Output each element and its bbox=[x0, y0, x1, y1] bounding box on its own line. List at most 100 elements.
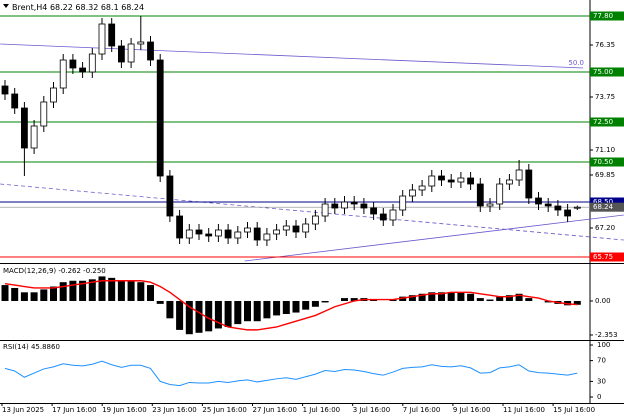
macd-bar bbox=[438, 292, 445, 301]
candle-body bbox=[282, 225, 290, 231]
macd-bar bbox=[224, 300, 232, 327]
candle-body bbox=[40, 101, 48, 127]
candle-body bbox=[69, 59, 77, 69]
candle-body bbox=[535, 197, 542, 205]
candle-body bbox=[195, 229, 203, 235]
menu-arrow[interactable] bbox=[3, 4, 9, 8]
macd-bar bbox=[273, 300, 281, 316]
macd-signal bbox=[4, 280, 578, 331]
macd-bar bbox=[457, 292, 465, 301]
open: 68.22 bbox=[50, 3, 73, 12]
macd-bar bbox=[127, 280, 135, 301]
candle-body bbox=[321, 203, 329, 217]
macd-bar bbox=[418, 293, 426, 301]
candle-body bbox=[166, 175, 174, 217]
macd-bar bbox=[544, 300, 552, 303]
macd-bar bbox=[98, 276, 106, 301]
macd-bar bbox=[302, 300, 310, 310]
candle-body bbox=[350, 201, 358, 205]
candle-body bbox=[263, 233, 271, 241]
macd-bar bbox=[59, 282, 67, 301]
level-label: 70.50 bbox=[593, 158, 613, 166]
macd-bar bbox=[214, 300, 222, 329]
macd-bar bbox=[321, 300, 329, 303]
candle-body bbox=[185, 229, 193, 239]
y-tick-label: 100 bbox=[597, 341, 610, 349]
candle-body bbox=[399, 195, 407, 211]
candle-body bbox=[292, 225, 300, 233]
macd-bar bbox=[20, 292, 28, 301]
y-tick-label: 71.10 bbox=[595, 146, 615, 154]
candle-body bbox=[11, 93, 19, 109]
candle-body bbox=[428, 175, 436, 187]
macd-bar bbox=[496, 296, 504, 301]
candle-body bbox=[447, 179, 455, 183]
macd-bar bbox=[234, 300, 242, 325]
x-tick-label: 13 Jun 2025 bbox=[2, 406, 44, 414]
macd-bar bbox=[389, 299, 397, 301]
candle-body bbox=[108, 23, 116, 47]
candle-body bbox=[360, 203, 368, 209]
last-price-box bbox=[590, 202, 624, 212]
level-label-box bbox=[590, 117, 624, 127]
rsi-line bbox=[4, 360, 578, 387]
macd-bar bbox=[244, 300, 251, 322]
symbol: Brent,H4 bbox=[12, 3, 47, 12]
level-label-box bbox=[590, 252, 624, 262]
rsi-label: RSI(14) 45.8860 bbox=[3, 343, 60, 351]
candle-body bbox=[505, 179, 513, 185]
x-tick-label: 15 Jul 16:00 bbox=[553, 406, 595, 414]
candle-body bbox=[331, 203, 339, 209]
trendline bbox=[244, 214, 624, 262]
macd-bar bbox=[408, 295, 416, 301]
candle-body bbox=[515, 169, 523, 181]
candle-body bbox=[389, 209, 397, 221]
macd-bar bbox=[69, 280, 77, 301]
macd-bar bbox=[282, 300, 290, 314]
x-tick-label: 25 Jun 16:00 bbox=[202, 406, 246, 414]
candle-body bbox=[176, 215, 184, 239]
candle-body bbox=[205, 233, 213, 237]
candle-body bbox=[1, 85, 9, 95]
candle-body bbox=[50, 87, 57, 103]
macd-bar bbox=[50, 286, 57, 301]
x-tick-label: 9 Jul 16:00 bbox=[453, 406, 491, 414]
macd-bar bbox=[79, 280, 87, 301]
level-label: 77.80 bbox=[593, 12, 613, 20]
macd-bar bbox=[350, 298, 358, 301]
candle-body bbox=[59, 59, 67, 89]
trendline bbox=[0, 183, 624, 241]
macd-bar bbox=[370, 299, 378, 301]
macd-bar bbox=[147, 285, 154, 301]
x-tick-label: 17 Jun 16:00 bbox=[52, 406, 96, 414]
candle-body bbox=[467, 177, 475, 185]
macd-bar bbox=[486, 299, 494, 301]
level-label-box bbox=[590, 67, 624, 77]
y-tick-label: 70 bbox=[597, 357, 606, 365]
candle-body bbox=[79, 67, 86, 73]
level-label-box bbox=[590, 11, 624, 21]
candle-body bbox=[370, 207, 378, 215]
x-tick-label: 23 Jun 16:00 bbox=[152, 406, 196, 414]
x-tick-label: 7 Jul 16:00 bbox=[403, 406, 441, 414]
macd-bar bbox=[137, 282, 145, 301]
candle-body bbox=[98, 23, 106, 55]
macd-label-bg bbox=[1, 266, 111, 275]
high: 68.32 bbox=[75, 3, 98, 12]
macd-bar bbox=[195, 300, 203, 333]
candle-body bbox=[525, 169, 533, 199]
candle-body bbox=[253, 227, 261, 241]
macd-bar bbox=[166, 300, 174, 319]
candle-body bbox=[496, 183, 504, 205]
macd-bar bbox=[476, 298, 484, 301]
candle-body bbox=[88, 53, 96, 73]
macd-bar bbox=[467, 293, 475, 301]
x-tick-label: 27 Jun 16:00 bbox=[253, 406, 297, 414]
macd-bar bbox=[292, 300, 300, 313]
macd-bar bbox=[30, 292, 38, 301]
candle-body bbox=[30, 125, 38, 149]
candle-body bbox=[137, 41, 145, 45]
level-label: 75.00 bbox=[593, 68, 613, 76]
